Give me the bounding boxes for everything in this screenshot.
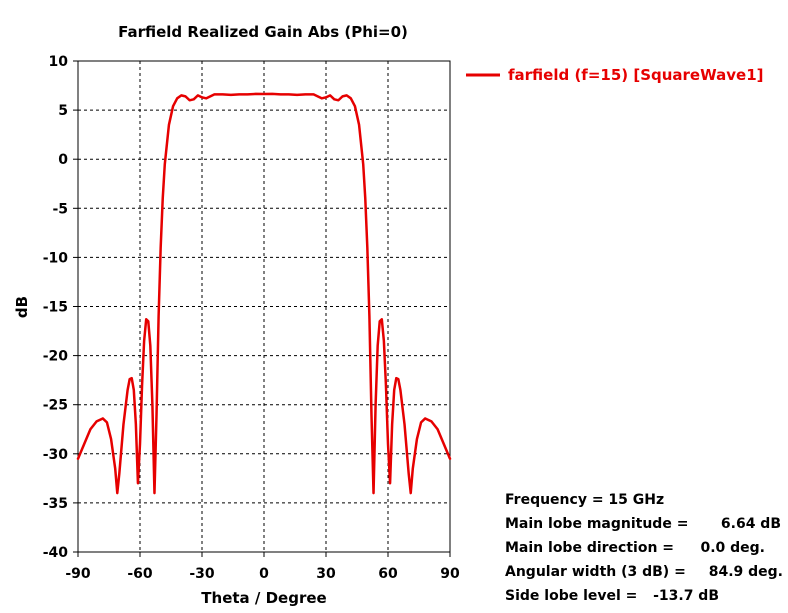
info-frequency: Frequency = 15 GHz bbox=[505, 492, 664, 508]
x-tick-label: -30 bbox=[189, 566, 215, 582]
info-main-lobe-magnitude-value: 6.64 dB bbox=[721, 516, 781, 532]
info-main-lobe-magnitude-label: Main lobe magnitude = bbox=[505, 516, 688, 532]
info-main-lobe-direction-value: 0.0 deg. bbox=[700, 540, 765, 556]
chart-title: Farfield Realized Gain Abs (Phi=0) bbox=[118, 23, 408, 41]
y-tick-label: -25 bbox=[43, 398, 68, 414]
x-tick-label: 60 bbox=[378, 566, 398, 582]
info-main-lobe-direction-label: Main lobe direction = bbox=[505, 540, 674, 556]
y-tick-label: 10 bbox=[49, 54, 69, 70]
x-tick-label: 30 bbox=[316, 566, 336, 582]
y-tick-label: 5 bbox=[58, 103, 68, 119]
y-axis-label: dB bbox=[13, 296, 31, 318]
x-tick-label: 0 bbox=[259, 566, 269, 582]
x-axis-label: Theta / Degree bbox=[201, 589, 326, 607]
y-tick-label: -30 bbox=[43, 447, 69, 463]
y-tick-label: -40 bbox=[43, 545, 69, 561]
x-tick-label: -90 bbox=[65, 566, 91, 582]
series-line bbox=[76, 92, 452, 495]
y-tick-label: -20 bbox=[43, 349, 69, 365]
x-tick-label: -60 bbox=[127, 566, 153, 582]
info-angular-width-label: Angular width (3 dB) = bbox=[505, 564, 686, 580]
y-tick-label: -35 bbox=[43, 496, 68, 512]
y-axis-ticks: 10 5 0 -5 -10 -15 -20 -25 -30 -35 -40 bbox=[43, 54, 78, 561]
legend-label: farfield (f=15) [SquareWave1] bbox=[508, 66, 763, 84]
grid bbox=[78, 61, 450, 552]
info-angular-width-value: 84.9 deg. bbox=[709, 564, 783, 580]
legend: farfield (f=15) [SquareWave1] bbox=[466, 66, 763, 84]
y-tick-label: -10 bbox=[43, 250, 69, 266]
x-tick-label: 90 bbox=[440, 566, 460, 582]
y-tick-label: 0 bbox=[58, 152, 68, 168]
info-panel: Frequency = 15 GHz Main lobe magnitude =… bbox=[505, 492, 783, 604]
y-tick-label: -15 bbox=[43, 300, 68, 316]
info-side-lobe-level-value: -13.7 dB bbox=[653, 588, 719, 604]
y-tick-label: -5 bbox=[52, 201, 68, 217]
x-axis-ticks: -90 -60 -30 0 30 60 90 bbox=[65, 552, 460, 582]
series-group bbox=[76, 92, 452, 495]
info-side-lobe-level-label: Side lobe level = bbox=[505, 588, 637, 604]
